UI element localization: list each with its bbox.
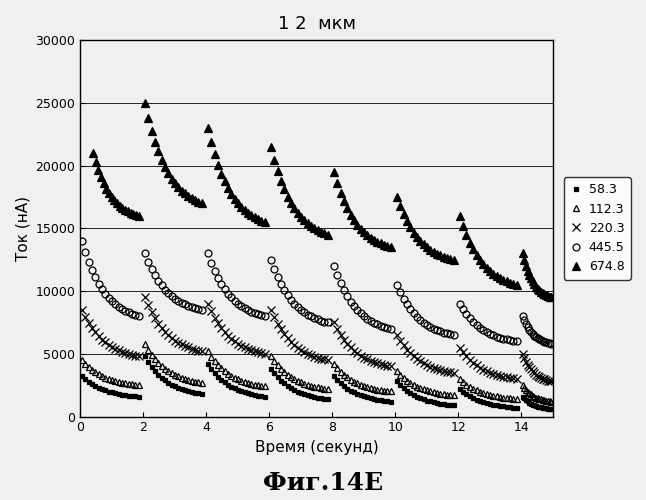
Legend: 58.3, 112.3, 220.3, 445.5, 674.8: 58.3, 112.3, 220.3, 445.5, 674.8 [564, 177, 630, 280]
X-axis label: Время (секунд): Время (секунд) [255, 440, 379, 455]
Title: 1 2  мкм: 1 2 мкм [278, 15, 355, 33]
Y-axis label: Ток (нА): Ток (нА) [15, 196, 30, 261]
Text: Фиг.14Е: Фиг.14Е [263, 471, 383, 495]
